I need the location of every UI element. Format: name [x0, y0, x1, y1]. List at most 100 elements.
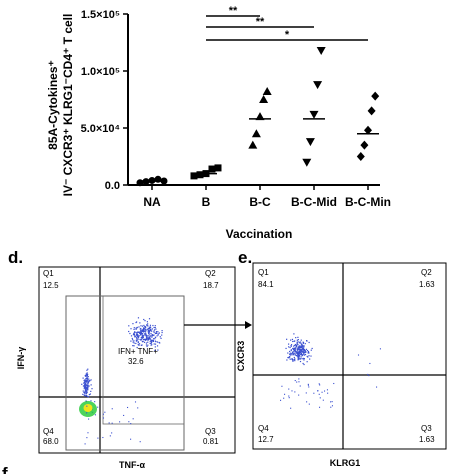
event-dot — [157, 349, 159, 351]
event-dot — [131, 337, 133, 340]
event-dot — [134, 331, 136, 333]
data-point-triangle-down — [313, 81, 323, 90]
event-dot — [149, 330, 151, 332]
event-dot — [310, 355, 312, 357]
event-dot — [368, 375, 370, 377]
event-dot — [293, 352, 296, 354]
event-dot — [305, 351, 307, 353]
event-dot — [293, 358, 296, 361]
q1-value-d: 12.5 — [43, 281, 59, 290]
event-dot — [297, 343, 299, 346]
panel-f-label: f — [2, 464, 8, 474]
event-dot — [83, 385, 85, 387]
event-dot — [141, 337, 143, 339]
event-dot — [141, 325, 144, 327]
data-point-diamond — [371, 91, 380, 101]
event-dot — [133, 345, 135, 347]
event-dot — [300, 357, 302, 360]
event-dot — [86, 386, 89, 388]
event-dot — [140, 339, 142, 341]
event-dot — [303, 359, 305, 361]
event-dot — [301, 343, 303, 346]
event-dot — [291, 354, 293, 356]
event-dot — [137, 337, 139, 339]
q3-value-e: 1.63 — [419, 435, 435, 444]
event-dot — [297, 339, 299, 341]
event-dot — [289, 354, 292, 356]
event-dot — [294, 354, 296, 356]
event-dot — [156, 345, 159, 347]
event-dot — [303, 345, 305, 347]
event-dot — [154, 343, 157, 345]
data-point-diamond — [364, 125, 372, 135]
event-dot — [88, 394, 90, 396]
event-dot — [140, 339, 143, 341]
plot-e-events — [280, 333, 381, 409]
plot-d-xlabel: TNF-α — [119, 460, 145, 470]
event-dot — [308, 341, 310, 344]
event-dot — [123, 414, 125, 416]
data-point-triangle-up — [259, 95, 269, 103]
event-dot — [151, 341, 153, 343]
event-dot — [291, 358, 293, 360]
event-dot — [102, 417, 105, 419]
event-dot — [144, 320, 146, 322]
event-dot — [301, 347, 304, 349]
event-dot — [84, 390, 86, 392]
event-dot — [82, 393, 84, 395]
event-dot — [297, 353, 299, 355]
event-dot — [318, 406, 321, 408]
data-point-triangle-up — [248, 140, 258, 149]
event-dot — [90, 400, 92, 402]
event-dot — [134, 401, 137, 403]
event-dot — [289, 346, 291, 349]
event-dot — [155, 341, 157, 343]
event-dot — [145, 331, 147, 333]
q1-name-d: Q1 — [43, 269, 54, 278]
data-points — [136, 46, 380, 187]
event-dot — [153, 343, 155, 345]
event-dot — [296, 343, 298, 345]
event-dot — [302, 345, 304, 347]
event-dot — [295, 352, 297, 354]
event-dot — [303, 354, 305, 356]
event-dot — [85, 377, 87, 380]
event-dot — [286, 338, 288, 340]
event-dot — [290, 345, 292, 347]
event-dot — [146, 328, 148, 330]
event-dot — [97, 406, 99, 408]
event-dot — [137, 341, 140, 343]
event-dot — [289, 350, 291, 353]
event-dot — [139, 331, 141, 333]
event-dot — [135, 339, 137, 341]
event-dot — [135, 328, 137, 330]
event-dot — [140, 329, 142, 331]
event-dot — [85, 387, 88, 389]
event-dot — [298, 353, 300, 355]
event-dot — [145, 344, 148, 346]
event-dot — [301, 345, 303, 347]
event-dot — [146, 324, 148, 326]
event-dot — [285, 347, 287, 350]
arrow-head-icon — [245, 321, 252, 329]
event-dot — [293, 350, 295, 352]
event-dot — [298, 378, 300, 380]
event-dot — [302, 362, 304, 365]
event-dot — [134, 335, 136, 337]
event-dot — [86, 380, 88, 382]
event-dot — [82, 390, 84, 392]
data-point-triangle-down — [316, 46, 326, 55]
event-dot — [86, 378, 88, 381]
event-dot — [309, 358, 311, 360]
event-dot — [86, 369, 88, 371]
event-dot — [148, 334, 150, 336]
event-dot — [161, 334, 163, 336]
event-dot — [290, 349, 292, 352]
event-dot — [321, 391, 323, 393]
event-dot — [87, 395, 89, 398]
event-dot — [376, 386, 378, 388]
event-dot — [300, 342, 302, 345]
event-dot — [144, 339, 147, 341]
event-dot — [294, 347, 296, 350]
